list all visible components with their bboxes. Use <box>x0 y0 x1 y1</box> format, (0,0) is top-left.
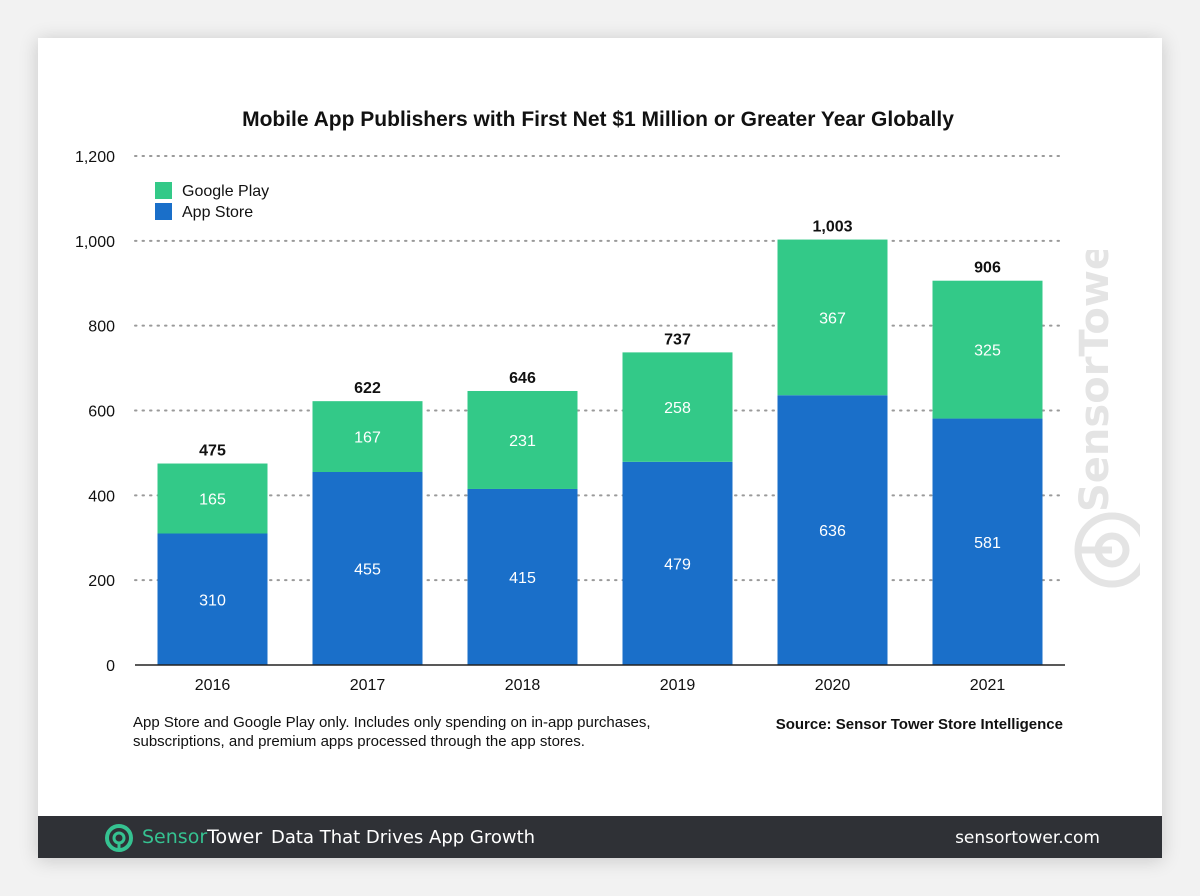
bar-total-label: 646 <box>509 370 536 387</box>
bar-total-label: 622 <box>354 380 381 397</box>
y-tick-label: 600 <box>88 404 115 421</box>
bar-value-label: 167 <box>354 430 381 447</box>
bar-value-label: 636 <box>819 523 846 540</box>
bar-value-label: 231 <box>509 433 536 450</box>
bar-value-label: 310 <box>199 592 226 609</box>
bar-google-play-2020 <box>777 239 888 396</box>
legend-swatch <box>155 182 172 199</box>
bar-total-label: 737 <box>664 331 691 348</box>
x-tick-label: 2020 <box>815 677 851 694</box>
watermark: SensorTower <box>1070 223 1150 600</box>
y-tick-label: 400 <box>88 488 115 505</box>
brand-sensor: Sensor <box>142 826 208 848</box>
y-tick-label: 800 <box>88 319 115 336</box>
bar-app-store-2016 <box>157 533 268 665</box>
x-tick-label: 2018 <box>505 677 541 694</box>
y-tick-label: 0 <box>106 658 115 675</box>
bar-total-label: 475 <box>199 443 226 460</box>
bar-app-store-2017 <box>312 472 423 665</box>
footer-tagline: Data That Drives App Growth <box>271 827 536 848</box>
footer-bar: SensorTower Data That Drives App Growth … <box>38 816 1162 858</box>
bar-google-play-2016 <box>157 463 268 534</box>
bar-app-store-2018 <box>467 488 578 665</box>
watermark-text: SensorTower <box>1072 250 1118 512</box>
x-tick-label: 2016 <box>195 677 231 694</box>
bar-app-store-2020 <box>777 395 888 665</box>
x-tick-label: 2019 <box>660 677 696 694</box>
bar-value-label: 367 <box>819 310 846 327</box>
bar-app-store-2021 <box>932 418 1043 665</box>
note-line-1: App Store and Google Play only. Includes… <box>133 714 651 731</box>
legend-swatch <box>155 203 172 220</box>
y-tick-label: 1,200 <box>75 149 115 166</box>
bar-app-store-2019 <box>622 461 733 665</box>
chart-note: App Store and Google Play only. Includes… <box>133 713 733 751</box>
x-tick-label: 2017 <box>350 677 386 694</box>
brand-tower: Tower <box>207 826 263 848</box>
sensor-tower-logo-icon <box>105 824 133 852</box>
note-line-2: subscriptions, and premium apps processe… <box>133 733 585 750</box>
bar-value-label: 415 <box>509 570 536 587</box>
bar-value-label: 479 <box>664 556 691 573</box>
bar-google-play-2018 <box>467 390 578 489</box>
legend-label: App Store <box>182 204 253 221</box>
bar-value-label: 325 <box>974 343 1001 360</box>
footer-brand: SensorTower <box>142 826 262 848</box>
legend-label: Google Play <box>182 183 269 200</box>
bar-value-label: 581 <box>974 535 1001 552</box>
bar-total-label: 1,003 <box>812 219 852 236</box>
bar-value-label: 165 <box>199 492 226 509</box>
source-note: Source: Sensor Tower Store Intelligence <box>775 716 1063 733</box>
chart-title: Mobile App Publishers with First Net $1 … <box>242 108 954 131</box>
bar-google-play-2021 <box>932 280 1043 419</box>
bar-total-label: 906 <box>974 260 1001 277</box>
bar-value-label: 258 <box>664 400 691 417</box>
footer-url[interactable]: sensortower.com <box>955 828 1100 848</box>
sensor-tower-watermark-logo: SensorTower <box>1072 223 1150 588</box>
bar-google-play-2019 <box>622 352 733 462</box>
y-tick-label: 1,000 <box>75 234 115 251</box>
bar-google-play-2017 <box>312 401 423 473</box>
bar-value-label: 455 <box>354 562 381 579</box>
x-tick-label: 2021 <box>970 677 1006 694</box>
y-tick-label: 200 <box>88 573 115 590</box>
